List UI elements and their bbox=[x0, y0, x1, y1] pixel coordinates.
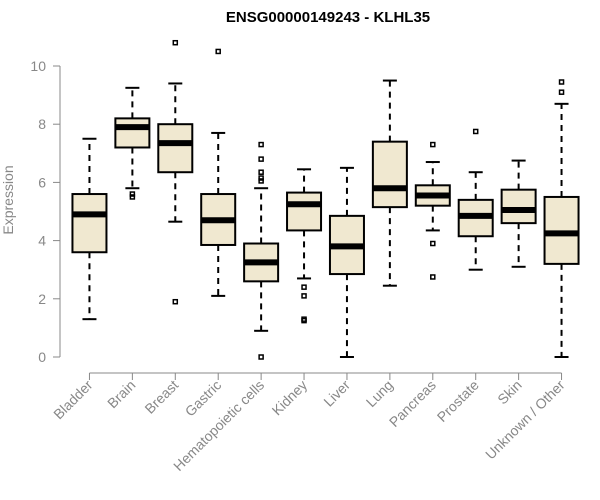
boxes-layer bbox=[71, 39, 580, 360]
x-tick-label: Lung bbox=[363, 377, 396, 410]
x-tick-label: Pancreas bbox=[386, 377, 439, 430]
box-group-gastric bbox=[200, 48, 237, 297]
box-group-lung bbox=[371, 79, 408, 287]
y-tick-label: 4 bbox=[38, 233, 46, 249]
y-axis-label: Expression bbox=[0, 165, 16, 234]
x-tick-label: Brain bbox=[104, 377, 138, 411]
outlier-point bbox=[258, 141, 264, 148]
box-group-liver bbox=[328, 166, 365, 358]
box-group-kidney bbox=[286, 168, 323, 324]
box-group-pancreas bbox=[414, 141, 451, 280]
outlier-point bbox=[258, 175, 264, 181]
y-axis: 0 2 4 6 8 10 bbox=[30, 58, 61, 365]
box-iqr bbox=[71, 193, 108, 254]
box-group-unknown-other bbox=[543, 79, 580, 358]
outlier-point bbox=[129, 194, 136, 200]
box-group-prostate bbox=[457, 128, 494, 271]
chart-title: ENSG00000149243 - KLHL35 bbox=[226, 9, 430, 26]
outlier-point bbox=[430, 141, 436, 148]
box-iqr bbox=[500, 188, 537, 225]
y-tick-label: 8 bbox=[38, 116, 46, 132]
outlier-point bbox=[430, 274, 436, 280]
outlier-point bbox=[301, 317, 307, 324]
outlier-point bbox=[301, 293, 307, 299]
y-tick-label: 0 bbox=[38, 349, 46, 365]
box-group-hematopoietic-cells bbox=[243, 141, 280, 360]
x-tick-label: Kidney bbox=[269, 377, 311, 419]
x-tick-label: Gastric bbox=[182, 377, 225, 420]
box-group-brain bbox=[114, 86, 151, 200]
outlier-point bbox=[172, 39, 179, 46]
x-tick-label: Liver bbox=[320, 377, 353, 410]
outlier-point bbox=[472, 128, 479, 135]
box-iqr bbox=[114, 117, 151, 149]
outlier-point bbox=[430, 240, 436, 247]
outlier-point bbox=[558, 79, 565, 85]
box-group-bladder bbox=[71, 137, 108, 321]
outlier-point bbox=[258, 178, 264, 184]
x-tick-label: Skin bbox=[494, 377, 525, 408]
x-tick-label: Prostate bbox=[434, 377, 482, 425]
box-group-breast bbox=[157, 39, 194, 305]
box-iqr bbox=[371, 140, 408, 209]
box-iqr bbox=[286, 191, 323, 232]
x-tick-label: Unknown / Other bbox=[482, 377, 568, 463]
outlier-point bbox=[215, 48, 221, 55]
outlier-point bbox=[258, 354, 264, 360]
y-tick-label: 2 bbox=[38, 291, 46, 307]
y-tick-label: 10 bbox=[30, 58, 46, 74]
outlier-point bbox=[172, 298, 179, 305]
box-iqr bbox=[157, 123, 194, 174]
outlier-point bbox=[301, 284, 307, 290]
outlier-point bbox=[258, 156, 264, 162]
outlier-point bbox=[129, 191, 136, 197]
x-tick-label: Breast bbox=[141, 377, 181, 417]
y-tick-label: 6 bbox=[38, 174, 46, 190]
outlier-point bbox=[558, 89, 565, 95]
box-group-skin bbox=[500, 159, 537, 268]
outlier-point bbox=[258, 169, 264, 175]
x-tick-label: Bladder bbox=[50, 377, 96, 423]
